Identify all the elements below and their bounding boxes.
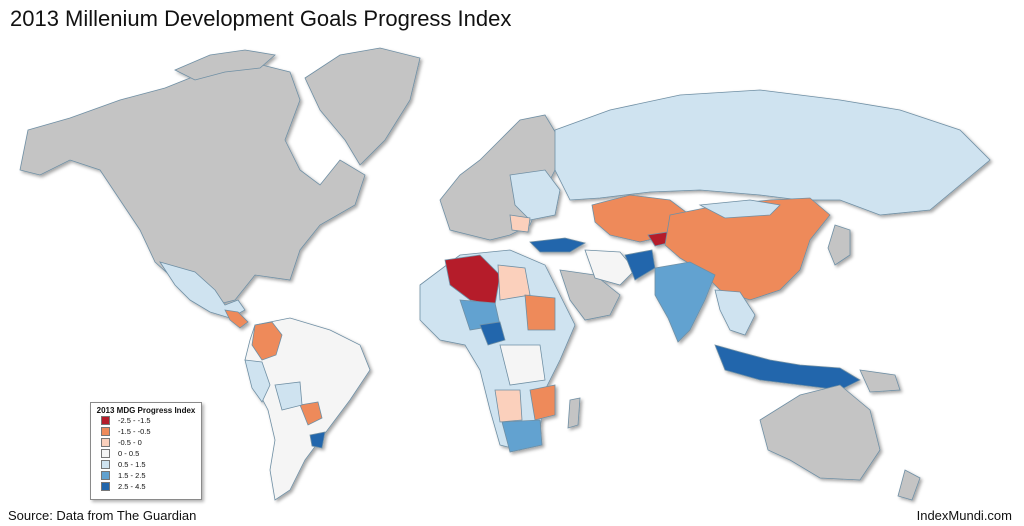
region-madagascar — [567, 397, 581, 429]
region-nigeria — [479, 321, 506, 346]
region-australia — [759, 384, 881, 481]
region-libya — [497, 264, 531, 301]
region-congo — [499, 344, 546, 386]
region-iran — [584, 249, 636, 286]
legend-item: -1.5 - -0.5 — [101, 426, 201, 437]
legend-label: -0.5 - 0 — [118, 438, 142, 447]
legend: 2013 MDG Progress Index -2.5 - -1.5 -1.5… — [90, 402, 202, 500]
legend-swatch — [101, 427, 110, 436]
legend-item: 0.5 - 1.5 — [101, 459, 201, 470]
legend-label: 0 - 0.5 — [118, 449, 140, 458]
legend-swatch — [101, 449, 110, 458]
legend-swatch — [101, 471, 110, 480]
legend-item: 0 - 0.5 — [101, 448, 201, 459]
legend-label: -1.5 - -0.5 — [118, 427, 151, 436]
region-russia — [554, 89, 991, 216]
region-bolivia — [274, 381, 303, 411]
region-turkey — [529, 237, 587, 253]
region-south-africa — [501, 419, 543, 453]
legend-label: -2.5 - -1.5 — [118, 416, 151, 425]
region-sudan — [524, 294, 556, 331]
legend-item: -0.5 - 0 — [101, 437, 201, 448]
region-north-america — [19, 61, 366, 306]
region-balkans — [509, 214, 531, 233]
legend-title: 2013 MDG Progress Index — [96, 406, 196, 415]
legend-swatch — [101, 416, 110, 425]
legend-item: -2.5 - -1.5 — [101, 415, 201, 426]
region-angola — [494, 389, 523, 423]
region-japan — [827, 224, 851, 266]
region-mongolia — [698, 199, 781, 219]
region-new-guinea — [859, 369, 901, 393]
region-new-zealand — [897, 469, 921, 501]
map-title: 2013 Millenium Development Goals Progres… — [10, 6, 512, 31]
legend-swatch — [101, 438, 110, 447]
legend-item: 1.5 - 2.5 — [101, 470, 201, 481]
region-india — [654, 261, 716, 343]
legend-label: 0.5 - 1.5 — [118, 460, 146, 469]
region-mexico — [159, 261, 246, 319]
region-colombia — [251, 321, 283, 361]
region-peru — [244, 359, 271, 403]
region-greenland — [304, 47, 421, 166]
region-eastern-europe — [509, 169, 561, 221]
region-indonesia — [714, 344, 861, 391]
region-southeast-asia — [714, 289, 756, 336]
legend-swatch — [101, 482, 110, 491]
region-central-america — [224, 309, 249, 329]
legend-label: 2.5 - 4.5 — [118, 482, 146, 491]
credit-link[interactable]: IndexMundi.com — [916, 508, 1012, 523]
source-note: Source: Data from The Guardian — [8, 508, 197, 523]
region-mozambique — [529, 384, 556, 421]
region-uruguay — [309, 431, 326, 449]
region-paraguay — [299, 401, 323, 426]
legend-swatch — [101, 460, 110, 469]
region-arctic-islands — [174, 49, 276, 81]
legend-item: 2.5 - 4.5 — [101, 481, 201, 492]
legend-label: 1.5 - 2.5 — [118, 471, 146, 480]
